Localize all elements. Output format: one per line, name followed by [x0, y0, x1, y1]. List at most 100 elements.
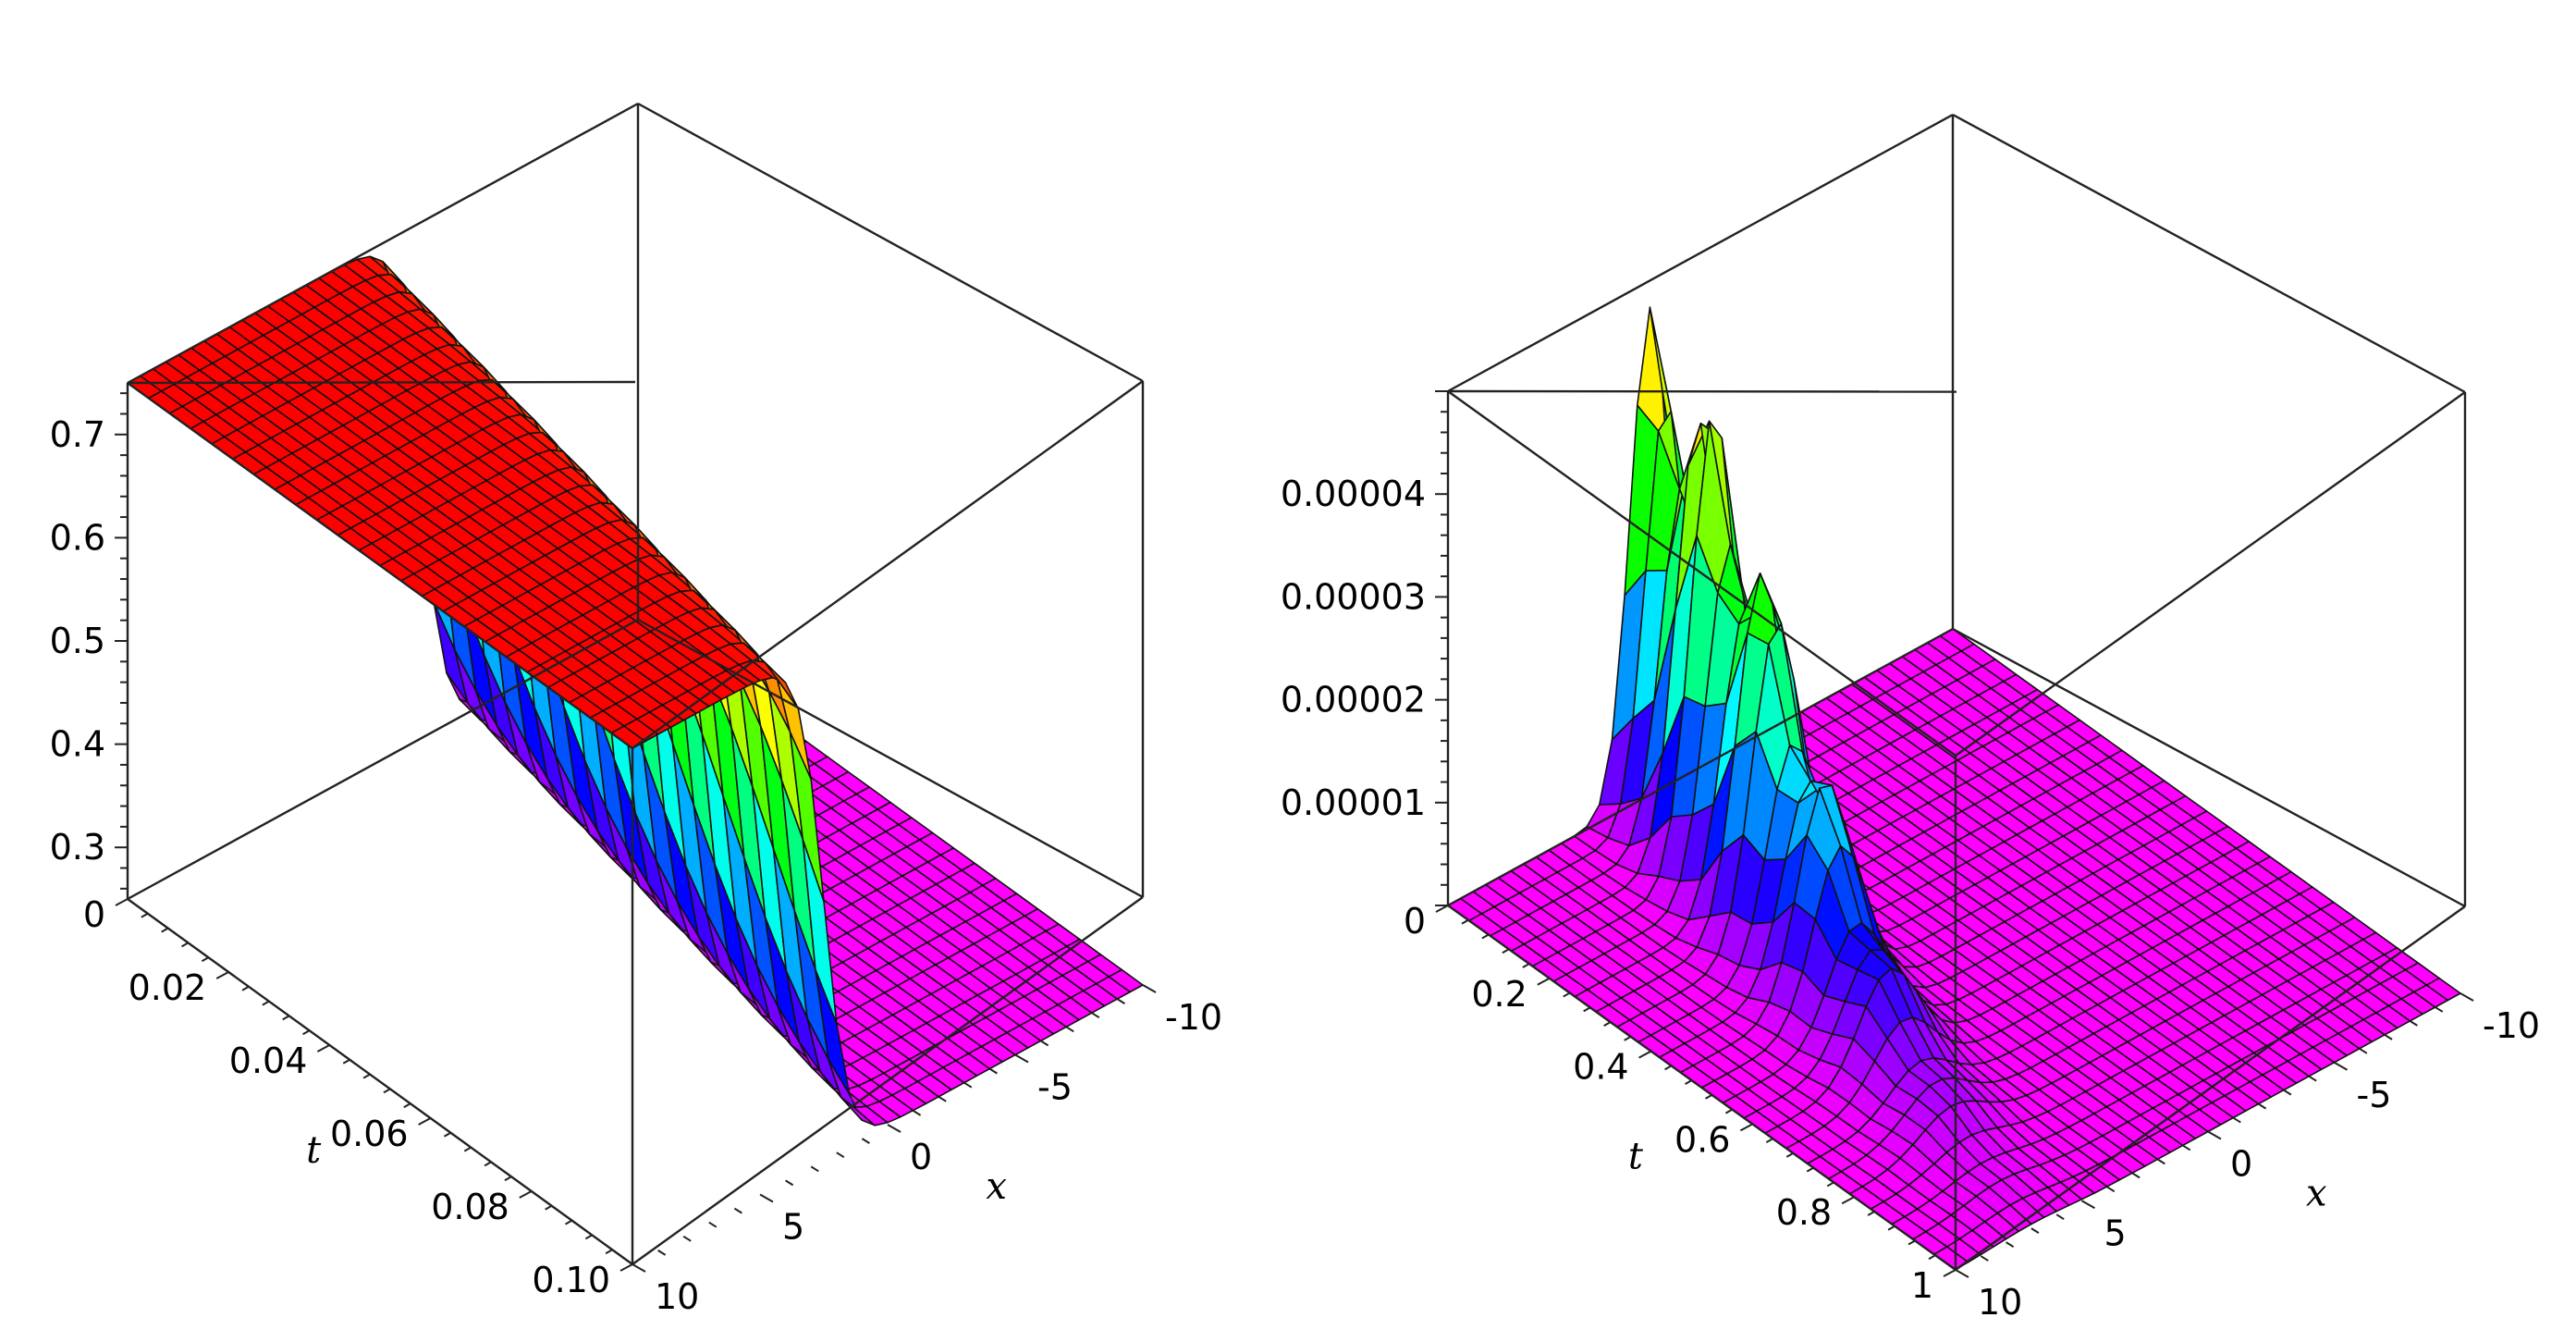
frame-edge: [637, 102, 1144, 383]
frame-edge: [127, 618, 639, 901]
frame-edge: [1952, 627, 2466, 908]
x-tick: [2435, 1006, 2444, 1013]
x-tick: [2156, 1158, 2165, 1165]
x-tick: [1142, 984, 1157, 993]
t-axis-label: t: [1628, 1136, 1644, 1178]
frame-edge: [127, 898, 633, 1265]
z-tick-label: 0.4: [50, 724, 105, 765]
t-tick: [1522, 963, 1530, 968]
frame-edge: [1447, 627, 1954, 907]
t-tick: [1603, 1021, 1612, 1027]
frame-edge: [127, 102, 639, 385]
t-tick: [1806, 1166, 1814, 1173]
x-tick: [682, 1235, 692, 1242]
t-tick: [584, 1234, 593, 1240]
t-tick: [1537, 977, 1551, 986]
x-tick: [2308, 1075, 2317, 1082]
t-tick: [504, 1176, 512, 1182]
x-tick: [759, 1193, 774, 1203]
t-tick-label: 0: [1404, 901, 1426, 942]
x-tick: [708, 1221, 718, 1228]
t-tick: [1624, 1035, 1632, 1041]
x-tick-label: 10: [655, 1276, 699, 1317]
frame-edge: [632, 896, 1144, 1265]
x-tick: [2334, 1061, 2348, 1071]
t-tick: [1841, 1196, 1855, 1205]
t-tick: [141, 912, 149, 918]
x-tick-label: 10: [1978, 1282, 2022, 1323]
x-tick: [913, 1110, 922, 1116]
frame-edge: [632, 380, 1144, 749]
t-tick: [1502, 948, 1510, 954]
t-tick: [115, 898, 129, 906]
x-tick-label: -5: [1037, 1067, 1073, 1108]
x-tick-label: -10: [1165, 997, 1222, 1038]
t-tick-label: 0.4: [1573, 1047, 1628, 1088]
frame-edge: [1952, 113, 2466, 394]
t-tick: [1704, 1094, 1712, 1100]
x-tick: [963, 1081, 973, 1089]
t-tick: [1887, 1225, 1895, 1231]
t-tick: [161, 927, 169, 933]
x-tick: [1065, 1026, 1074, 1033]
x-tick: [2207, 1130, 2222, 1140]
bounding-box-right: [1446, 113, 2467, 1271]
t-tick: [564, 1219, 572, 1225]
x-tick: [2384, 1034, 2393, 1040]
x-tick: [2459, 992, 2474, 1002]
x-axis-label: x: [986, 1165, 1007, 1208]
x-tick: [657, 1250, 667, 1256]
t-tick: [1943, 1269, 1957, 1277]
x-axis-label: x: [2306, 1173, 2327, 1215]
z-tick-label: 0.6: [50, 517, 105, 558]
t-tick: [1928, 1254, 1936, 1261]
x-tick: [988, 1067, 998, 1075]
t-tick: [1907, 1239, 1916, 1246]
surface-right: [1447, 306, 2461, 1271]
x-tick: [2359, 1047, 2368, 1054]
frame-edge: [1955, 905, 2466, 1271]
x-tick: [836, 1151, 845, 1159]
t-tick-label: 0.10: [532, 1260, 610, 1300]
x-tick: [2081, 1200, 2095, 1210]
t-tick: [418, 1117, 432, 1126]
frame-edge: [1447, 905, 1957, 1271]
t-tick-label: 0.6: [1674, 1119, 1730, 1160]
t-tick: [362, 1073, 371, 1079]
x-tick: [938, 1095, 947, 1102]
t-tick: [1638, 1050, 1652, 1059]
plot-left: 0.3 0.4 0.5 0.6 0.7 0 0.02 0.04 0.06 0.08 0.10 t -10…: [50, 102, 1222, 1317]
z-tick-label: 0.00004: [1281, 474, 1426, 514]
t-tick: [316, 1044, 330, 1053]
t-tick: [443, 1131, 451, 1138]
t-tick-label: 0.8: [1776, 1192, 1832, 1233]
t-tick: [403, 1102, 411, 1109]
x-tick: [887, 1124, 902, 1133]
frame-edge: [1447, 113, 1954, 393]
t-tick: [1867, 1211, 1875, 1216]
z-tick-label: 0.3: [50, 827, 105, 868]
x-tick: [733, 1207, 742, 1214]
t-tick: [1461, 918, 1469, 925]
t-tick-label: 0.2: [1471, 974, 1527, 1015]
ticks-right: 0.00001 0.00002 0.00003 0.00004 0 0.2 0.4 0.6 0.…: [1281, 390, 2540, 1323]
z-tick-label: 0.00003: [1281, 576, 1426, 617]
t-tick: [215, 971, 229, 979]
frame-edge: [127, 380, 636, 385]
t-tick: [619, 1263, 633, 1272]
frame-edge: [637, 618, 1144, 899]
ticks-left: 0.3 0.4 0.5 0.6 0.7 0 0.02 0.04 0.06 0.08 0.10 t -10…: [50, 392, 1222, 1317]
t-tick: [181, 942, 190, 948]
x-tick: [1040, 1040, 1049, 1047]
t-tick: [1739, 1123, 1753, 1132]
t-tick: [519, 1190, 533, 1199]
x-tick: [1014, 1053, 1029, 1064]
plot-right: 0.00001 0.00002 0.00003 0.00004 0 0.2 0.4 0.6 0.…: [1281, 113, 2540, 1323]
frame-edge: [1955, 391, 2466, 757]
t-tick-label: 0.08: [431, 1187, 509, 1227]
x-tick: [2182, 1144, 2191, 1151]
t-tick: [1826, 1181, 1834, 1188]
x-tick: [1955, 1269, 1969, 1278]
x-tick: [861, 1138, 870, 1144]
t-tick: [201, 956, 209, 963]
